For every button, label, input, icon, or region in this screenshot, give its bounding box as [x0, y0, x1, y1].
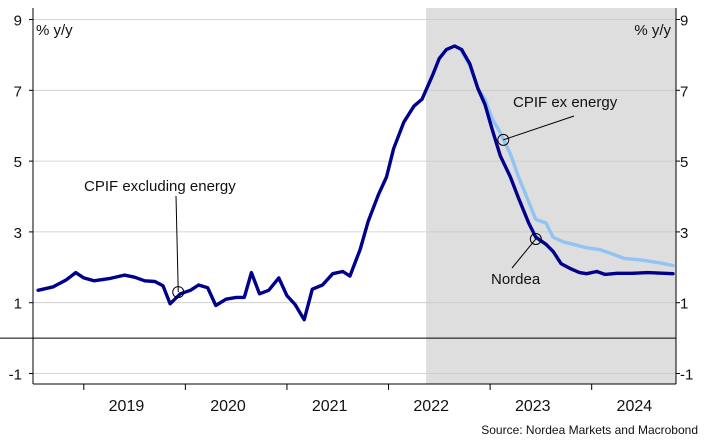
right-tick-label-3: 3	[680, 225, 688, 242]
left-tick-label--1: -1	[9, 367, 22, 384]
right-tick-label--1: -1	[680, 367, 693, 384]
left-tick-label-3: 3	[14, 225, 22, 242]
source-note: Source: Nordea Markets and Macrobond	[481, 423, 698, 437]
annotation-label-cpif-excluding-energy: CPIF excluding energy	[84, 178, 236, 195]
annotation-marker-nordea	[529, 232, 542, 245]
left-tick-label-1: 1	[14, 296, 22, 313]
annotation-leader-nordea	[511, 238, 537, 269]
right-tick-label-7: 7	[680, 83, 688, 100]
right-tick-label-5: 5	[680, 154, 688, 171]
annotation-marker-cpif-excluding-energy	[172, 286, 185, 299]
annotation-label-nordea: Nordea	[491, 271, 541, 288]
left-tick-label-5: 5	[14, 154, 22, 171]
right-tick-label-1: 1	[680, 296, 688, 313]
annotation-marker-cpif-ex-energy	[497, 133, 510, 146]
right-tick-label-9: 9	[680, 13, 688, 30]
annotation-label-cpif-ex-energy: CPIF ex energy	[513, 94, 618, 111]
left-tick-label-7: 7	[14, 83, 22, 100]
annotation-leader-cpif-ex-energy	[503, 115, 575, 141]
year-label-2023: 2023	[515, 398, 551, 415]
annotation-leader-cpif-excluding-energy	[175, 195, 179, 293]
series-line-cpif-ex-energy	[460, 49, 675, 268]
year-label-2019: 2019	[109, 398, 145, 415]
year-label-2021: 2021	[312, 398, 348, 415]
year-label-2024: 2024	[617, 398, 653, 415]
right-axis-label: % y/y	[634, 22, 671, 39]
left-axis-label: % y/y	[36, 22, 73, 39]
year-label-2020: 2020	[210, 398, 246, 415]
year-label-2022: 2022	[413, 398, 449, 415]
left-tick-label-9: 9	[14, 13, 22, 30]
series-line-cpif-excluding-energy	[36, 44, 675, 322]
shaded-region	[426, 8, 676, 384]
